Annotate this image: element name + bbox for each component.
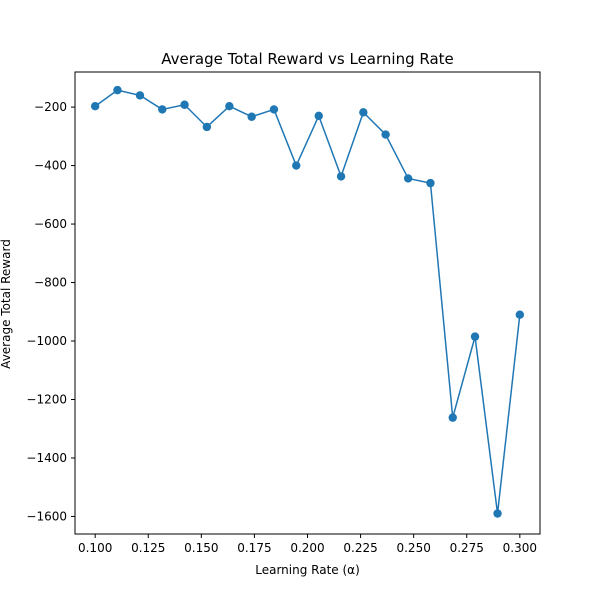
data-point — [314, 111, 323, 121]
data-point — [202, 122, 212, 132]
y-tick-label: −1400 — [26, 451, 67, 465]
data-point — [493, 509, 502, 518]
data-point — [426, 178, 435, 188]
data-point — [90, 102, 100, 111]
y-tick-label: −1000 — [26, 334, 67, 348]
x-tick-label: 0.100 — [78, 541, 112, 555]
data-point — [336, 172, 346, 181]
data-point — [247, 112, 256, 121]
y-axis-label: Average Total Reward — [0, 239, 13, 369]
data-point — [180, 100, 189, 109]
x-axis-label: Learning Rate (α) — [255, 563, 360, 577]
x-tick-label: 0.175 — [237, 541, 271, 555]
data-point — [292, 161, 301, 170]
data-point — [269, 105, 279, 114]
x-tick-label: 0.300 — [503, 541, 537, 555]
x-tick-label: 0.250 — [396, 541, 430, 555]
y-axis: −200 −400 −600 −800 −1000 −1200 −1400 −1600 — [26, 100, 75, 523]
y-tick-label: −800 — [34, 276, 67, 290]
data-point — [158, 105, 167, 114]
data-point — [470, 332, 480, 341]
y-tick-label: −1600 — [26, 509, 67, 523]
data-point — [448, 413, 457, 422]
y-tick-label: −1200 — [26, 392, 67, 406]
data-point — [225, 102, 234, 111]
x-tick-label: 0.225 — [343, 541, 377, 555]
y-tick-label: −200 — [34, 100, 67, 114]
data-point — [515, 310, 525, 319]
y-tick-label: −400 — [34, 159, 67, 173]
x-tick-label: 0.275 — [450, 541, 484, 555]
x-tick-label: 0.200 — [290, 541, 324, 555]
data-point — [113, 85, 122, 95]
data-point — [381, 130, 390, 139]
x-tick-label: 0.150 — [184, 541, 218, 555]
chart-title: Average Total Reward vs Learning Rate — [161, 50, 454, 68]
x-axis: 0.100 0.125 0.150 0.175 0.200 0.225 0.250 0.275… — [78, 534, 537, 555]
series-group — [90, 85, 525, 518]
x-tick-label: 0.125 — [131, 541, 165, 555]
data-point — [359, 108, 368, 117]
data-point — [135, 91, 145, 100]
y-tick-label: −600 — [34, 217, 67, 231]
data-point — [403, 174, 413, 183]
